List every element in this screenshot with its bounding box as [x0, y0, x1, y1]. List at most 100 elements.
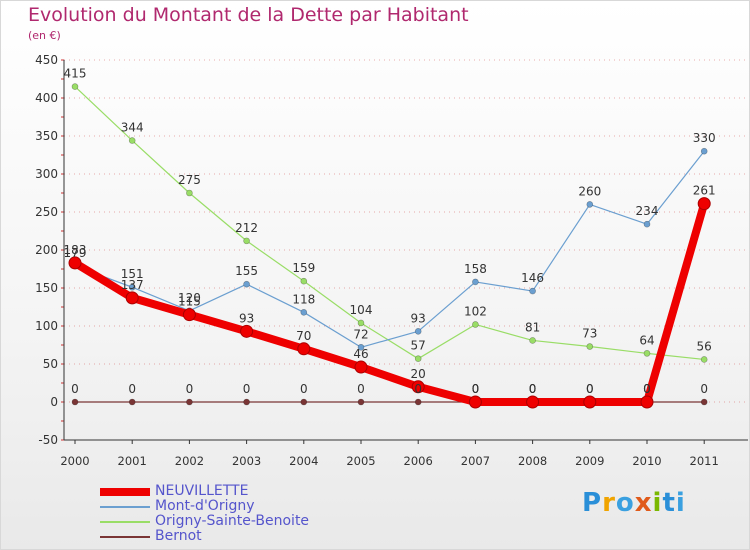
x-tick-label: 2003	[232, 454, 261, 468]
data-point	[68, 256, 82, 270]
data-label: 179	[64, 246, 87, 260]
y-tick-label: 350	[35, 129, 58, 143]
data-label: 137	[121, 278, 144, 292]
data-point	[243, 237, 250, 245]
data-point	[583, 395, 597, 409]
proxiti-logo: Proxiti	[582, 488, 686, 518]
x-tick-label: 2001	[118, 454, 147, 468]
legend-swatch	[100, 536, 150, 538]
y-tick-label: -50	[38, 433, 58, 447]
x-tick-label: 2008	[518, 454, 547, 468]
data-label: 212	[235, 221, 258, 235]
data-point	[182, 308, 196, 322]
data-label: 57	[411, 339, 426, 353]
data-point	[300, 277, 308, 285]
data-point	[125, 291, 139, 305]
data-label: 159	[292, 261, 315, 275]
legend-label: Origny-Sainte-Benoite	[155, 513, 310, 529]
data-point	[529, 337, 536, 344]
data-label: 0	[186, 382, 194, 396]
data-label: 0	[71, 382, 79, 396]
data-label: 118	[292, 292, 315, 306]
data-label: 0	[586, 382, 594, 396]
data-label: 155	[235, 264, 258, 278]
x-tick-label: 2002	[175, 454, 204, 468]
y-tick-label: 150	[35, 281, 58, 295]
data-label: 0	[643, 382, 651, 396]
data-label: 102	[464, 304, 487, 318]
series-line-2	[74, 85, 705, 361]
unit-label: (en €)	[28, 29, 61, 42]
data-label: 0	[472, 382, 480, 396]
data-point	[586, 343, 594, 350]
series-line-1	[74, 150, 705, 348]
data-label: 0	[529, 382, 537, 396]
data-point	[414, 398, 422, 406]
data-point	[472, 321, 479, 328]
data-label: 183	[64, 243, 87, 257]
x-tick-label: 2011	[690, 454, 719, 468]
data-point	[411, 380, 425, 394]
chart-title: Evolution du Montant de la Dette par Hab…	[28, 4, 469, 26]
logo-letter: P	[582, 488, 603, 518]
data-point	[128, 283, 136, 291]
data-point	[300, 309, 308, 316]
x-tick-label: 2000	[60, 454, 89, 468]
legend-label: Bernot	[155, 528, 202, 544]
y-tick-label: 300	[35, 167, 58, 181]
y-tick-label: 400	[35, 91, 58, 105]
legend-swatch	[100, 488, 150, 496]
data-point	[414, 328, 422, 335]
data-label: 0	[300, 382, 308, 396]
data-point	[526, 395, 540, 409]
data-label: 73	[582, 327, 597, 341]
data-label: 20	[411, 367, 426, 381]
data-label: 344	[121, 121, 144, 135]
data-point	[357, 319, 365, 327]
legend-label: Mont-d'Origny	[155, 498, 255, 514]
logo-letter: o	[615, 488, 635, 518]
data-label: 0	[643, 382, 651, 396]
data-point	[300, 398, 308, 406]
y-tick-label: 100	[35, 319, 58, 333]
data-point	[186, 189, 193, 197]
data-point	[128, 137, 136, 144]
data-point	[297, 342, 311, 356]
data-label: 115	[178, 295, 201, 309]
data-point	[586, 201, 594, 208]
logo-letter: i	[652, 488, 663, 518]
y-tick-label: 0	[50, 395, 58, 409]
data-point	[640, 395, 654, 409]
logo-letter: x	[634, 488, 653, 518]
data-label: 93	[239, 311, 254, 325]
data-point	[357, 343, 365, 351]
data-point	[186, 398, 193, 406]
data-label: 70	[296, 329, 311, 343]
data-point	[468, 395, 482, 409]
data-label: 151	[121, 267, 144, 281]
data-label: 330	[693, 131, 716, 145]
x-tick-label: 2010	[632, 454, 661, 468]
x-tick-label: 2005	[346, 454, 375, 468]
y-tick-label: 50	[43, 357, 58, 371]
data-point	[529, 287, 536, 295]
legend-swatch	[100, 521, 150, 523]
data-label: 0	[700, 382, 708, 396]
data-label: 120	[178, 291, 201, 305]
data-point	[700, 398, 708, 406]
data-point	[700, 147, 708, 155]
data-point	[357, 398, 365, 406]
data-label: 93	[411, 311, 426, 325]
data-label: 261	[693, 184, 716, 198]
data-point	[643, 350, 651, 357]
data-label: 72	[353, 327, 368, 341]
data-point	[643, 220, 651, 228]
data-point	[472, 278, 479, 286]
x-tick-label: 2007	[461, 454, 490, 468]
data-label: 56	[697, 339, 712, 353]
logo-letter: i	[675, 488, 686, 518]
data-label: 0	[586, 382, 594, 396]
y-tick-label: 450	[35, 53, 58, 67]
data-label: 0	[472, 382, 480, 396]
